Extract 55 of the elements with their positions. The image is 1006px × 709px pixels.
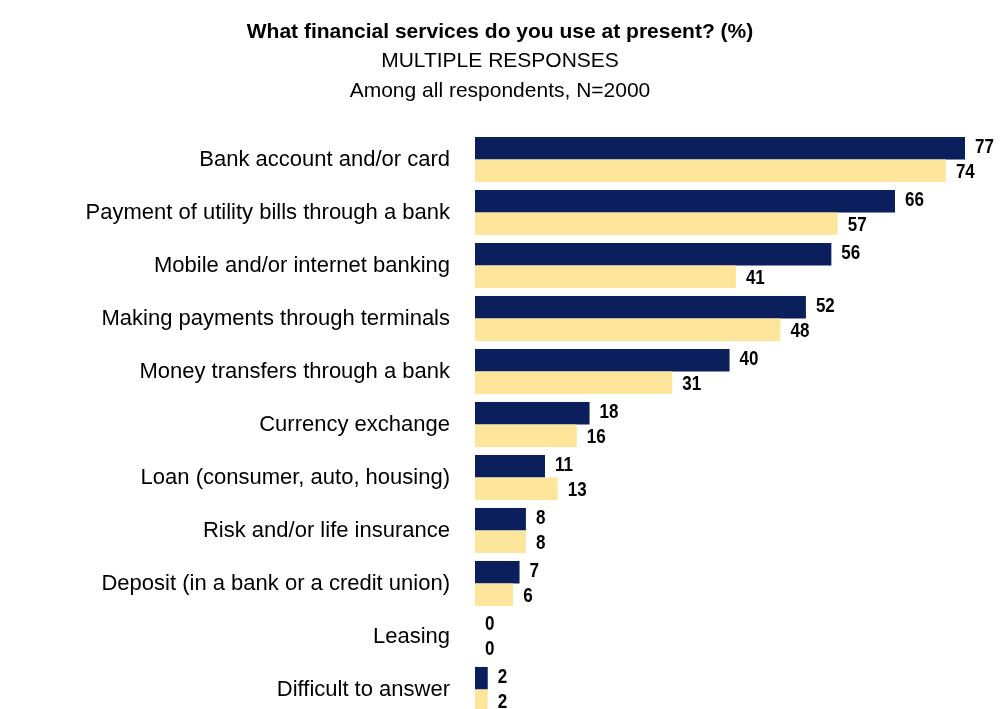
data-label: 6	[523, 583, 533, 607]
data-label: 0	[485, 636, 495, 660]
y-tick-label: Loan (consumer, auto, housing)	[140, 464, 450, 490]
y-tick-label: Currency exchange	[259, 411, 450, 437]
y-tick-label: Money transfers through a bank	[139, 358, 451, 384]
data-label: 41	[745, 265, 765, 289]
data-label: 40	[739, 346, 759, 370]
data-label: 16	[586, 424, 606, 448]
data-label: 8	[535, 505, 546, 529]
bar	[475, 530, 526, 554]
chart-title: What financial services do you use at present? (%)	[246, 19, 754, 42]
bar	[475, 507, 526, 531]
bar	[475, 212, 838, 236]
bar	[475, 190, 895, 213]
data-label: 7	[529, 558, 540, 582]
data-label: 74	[955, 159, 976, 183]
data-label: 2	[497, 689, 508, 709]
data-label: 77	[975, 134, 994, 158]
data-label: 66	[905, 187, 924, 211]
bar	[475, 242, 832, 266]
bar	[475, 454, 545, 478]
data-label: 18	[599, 399, 619, 423]
data-label: 8	[535, 530, 546, 554]
y-tick-label: Risk and/or life insurance	[202, 517, 450, 543]
chart-subtitle: MULTIPLE RESPONSES	[381, 48, 619, 71]
bar	[475, 477, 558, 501]
bar	[475, 318, 781, 342]
data-label: 11	[555, 452, 573, 476]
bar	[475, 560, 520, 584]
bar	[475, 666, 488, 690]
y-tick-label: Deposit (in a bank or a credit union)	[101, 570, 450, 596]
data-label: 52	[815, 293, 835, 317]
text: Among all respondents, N=2000	[349, 78, 651, 101]
y-tick-label: Bank account and/or card	[199, 146, 450, 172]
data-label: 2	[497, 664, 508, 688]
bar	[475, 137, 965, 160]
data-label: 13	[567, 477, 587, 501]
y-tick-label: Difficult to answer	[276, 676, 450, 702]
data-label: 48	[790, 318, 810, 342]
bar	[475, 159, 946, 183]
bar	[475, 401, 590, 425]
bar	[475, 583, 514, 607]
bar	[475, 295, 806, 319]
y-tick-label: Payment of utility bills through a bank	[85, 199, 451, 225]
data-label: 31	[682, 371, 702, 395]
data-label: 57	[847, 212, 867, 236]
y-tick-label: Making payments through terminals	[101, 305, 450, 331]
y-tick-label: Mobile and/or internet banking	[154, 252, 450, 278]
y-tick-label: Leasing	[372, 623, 450, 649]
bar	[475, 348, 730, 372]
data-label: 0	[485, 611, 495, 635]
bar	[475, 424, 577, 448]
data-label: 56	[841, 240, 861, 264]
bar	[475, 265, 736, 289]
bar	[475, 371, 673, 395]
